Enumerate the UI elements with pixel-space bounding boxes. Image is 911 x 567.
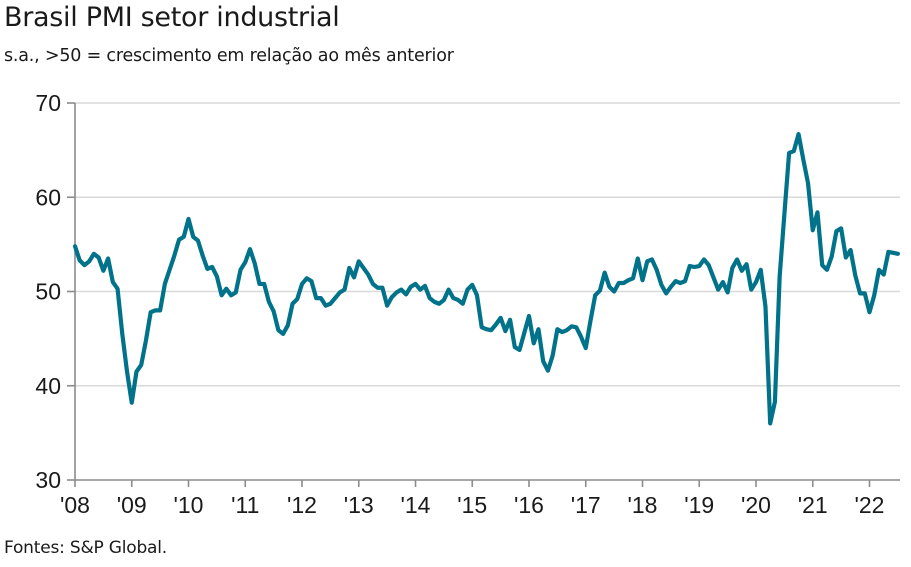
x-tick-label: '10 xyxy=(174,492,204,518)
axes xyxy=(67,102,900,487)
x-tick-label: '13 xyxy=(344,492,374,518)
y-tick-labels: 30 40 50 60 70 xyxy=(35,90,61,493)
series-group xyxy=(72,132,900,426)
x-tick-label: '15 xyxy=(457,492,487,518)
x-tick-labels: '08 '09 '10 '11 '12 '13 '14 '15 '16 '17 '18 '19 '20 '… xyxy=(60,492,884,518)
y-tick-label: 70 xyxy=(35,90,61,116)
y-tick-label: 50 xyxy=(35,279,61,305)
x-tick-label: '20 xyxy=(741,492,771,518)
x-tick-label: '09 xyxy=(117,492,147,518)
x-tick-label: '12 xyxy=(287,492,317,518)
chart-subtitle: s.a., >50 = crescimento em relação ao mê… xyxy=(4,46,454,66)
x-tick-label: '18 xyxy=(628,492,658,518)
y-tick-label: 30 xyxy=(35,467,61,493)
series-line xyxy=(72,132,900,426)
chart-title: Brasil PMI setor industrial xyxy=(4,2,340,33)
x-tick-label: '14 xyxy=(401,492,431,518)
x-tick-label: '08 xyxy=(60,492,90,518)
x-tick-label: '16 xyxy=(514,492,544,518)
y-tick-label: 60 xyxy=(35,184,61,210)
x-tick-label: '21 xyxy=(798,492,828,518)
x-tick-label: '17 xyxy=(571,492,601,518)
source-note: Fontes: S&P Global. xyxy=(4,538,167,558)
x-tick-label: '11 xyxy=(231,492,259,518)
x-tick-label: '22 xyxy=(855,492,885,518)
y-tick-label: 40 xyxy=(35,373,61,399)
x-tick-label: '19 xyxy=(684,492,714,518)
